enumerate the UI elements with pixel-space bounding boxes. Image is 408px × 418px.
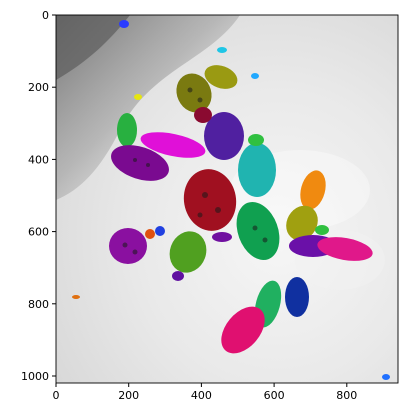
x-tick-label: 200 (118, 389, 139, 402)
y-axis: 0 200 400 600 800 1000 (21, 9, 56, 383)
insect-navy-lower (285, 277, 309, 317)
y-tick-label: 0 (42, 9, 49, 22)
insect-olive-2 (204, 65, 238, 89)
insect-green-small-right (315, 225, 329, 235)
insect-blue-small (119, 20, 129, 28)
insect-teal (238, 143, 276, 197)
insect-red-large (183, 169, 237, 231)
insect-magenta-right (317, 237, 373, 261)
x-tick-label: 400 (191, 389, 212, 402)
insect-blue-tiny (155, 226, 165, 236)
y-tick-label: 1000 (21, 370, 49, 383)
insect-cyan-small-2 (251, 73, 259, 79)
insect-purple-bottom-left (109, 228, 147, 264)
insect-green-left (117, 113, 137, 147)
y-tick-label: 600 (28, 226, 49, 239)
insect-darkred-small (194, 107, 212, 123)
insect-pink-bottom (221, 306, 265, 354)
plot-frame (55, 14, 399, 384)
insect-magenta-long (140, 132, 206, 158)
insect-green-tiny (248, 134, 264, 146)
insect-olive-1 (176, 73, 212, 113)
insect-purple-tiny-2 (172, 271, 184, 281)
insect-blue-bottom-right (382, 374, 390, 380)
insect-orange-small (145, 229, 155, 239)
insect-purple-big (204, 112, 244, 160)
x-axis: 0 200 400 600 800 (53, 383, 357, 402)
y-tick-label: 400 (28, 153, 49, 166)
insect-purple-tiny (212, 232, 232, 242)
insect-purple-left (111, 145, 169, 181)
y-tick-label: 800 (28, 298, 49, 311)
insect-green-bottom (169, 231, 207, 273)
insect-orange (300, 170, 326, 210)
insect-yellow (134, 94, 142, 100)
insect-cyan-small (217, 47, 227, 53)
insect-olive-right (286, 205, 318, 241)
x-tick-label: 600 (264, 389, 285, 402)
x-tick-label: 0 (53, 389, 60, 402)
insect-orange-tiny (72, 295, 80, 299)
insect-green-centre (236, 201, 280, 261)
y-tick-label: 200 (28, 81, 49, 94)
x-tick-label: 800 (336, 389, 357, 402)
photo-image (56, 15, 398, 383)
